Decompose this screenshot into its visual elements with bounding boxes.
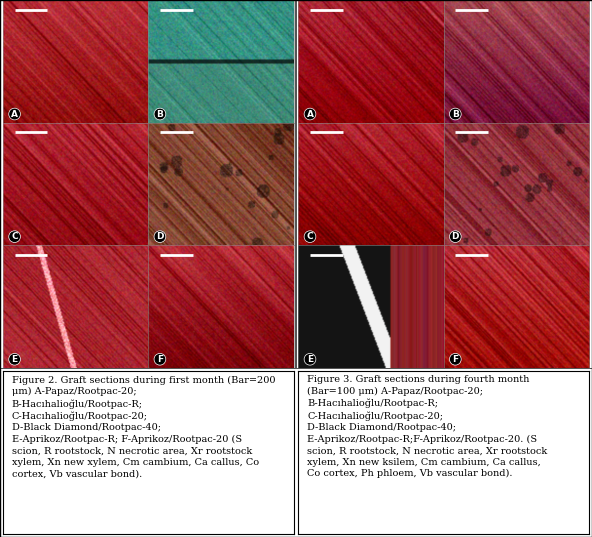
Text: D: D	[452, 232, 459, 241]
Text: F: F	[157, 355, 163, 364]
Text: E: E	[11, 355, 18, 364]
Text: D: D	[156, 232, 163, 241]
Text: C: C	[307, 232, 313, 241]
Text: E: E	[307, 355, 313, 364]
Text: B: B	[452, 110, 459, 119]
Text: Figure 2. Graft sections during first month (Bar=200
μm) A-Papaz/Rootpac-20;
B-H: Figure 2. Graft sections during first mo…	[12, 375, 275, 478]
Text: A: A	[307, 110, 314, 119]
Text: B: B	[156, 110, 163, 119]
Text: A: A	[11, 110, 18, 119]
Text: C: C	[11, 232, 18, 241]
Text: F: F	[452, 355, 458, 364]
Text: Figure 3. Graft sections during fourth month
(Bar=100 μm) A-Papaz/Rootpac-20;
B-: Figure 3. Graft sections during fourth m…	[307, 375, 548, 478]
